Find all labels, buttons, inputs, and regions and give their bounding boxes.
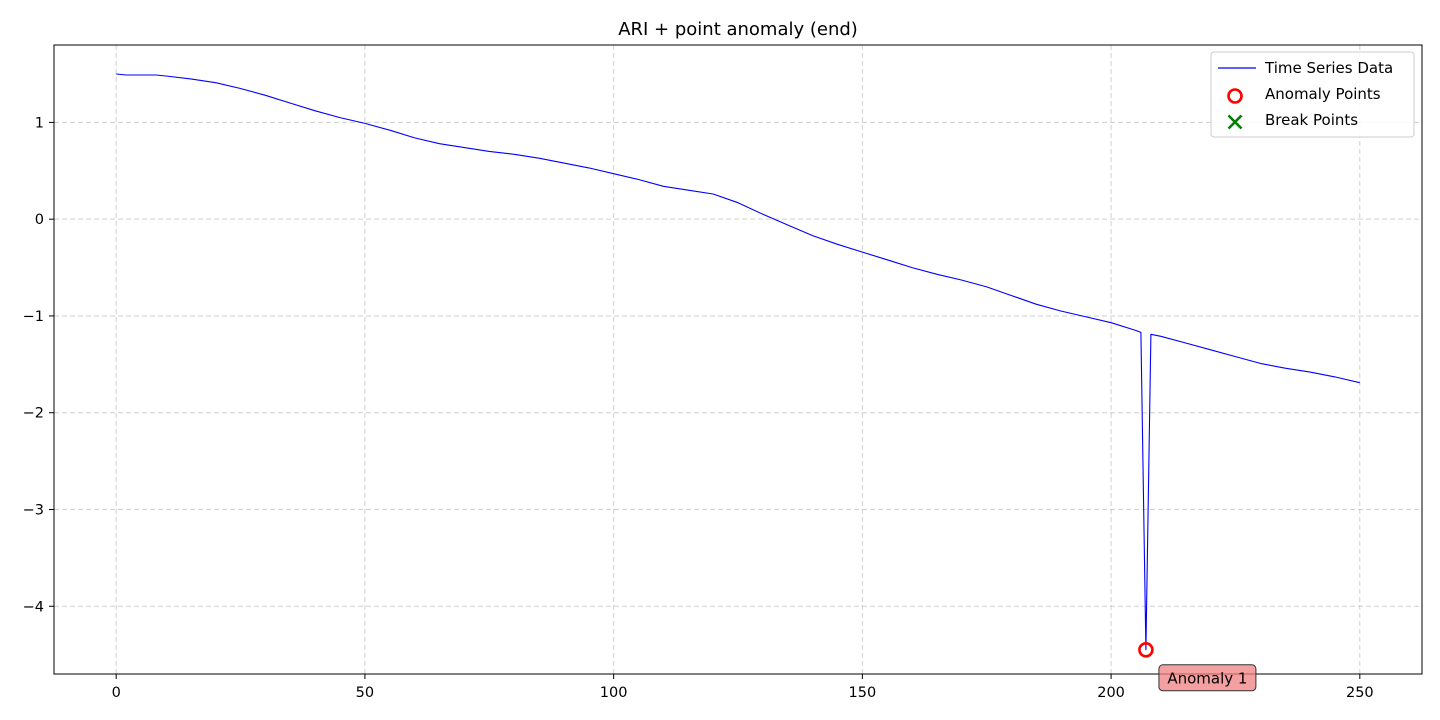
axes-frame: [53, 44, 1423, 675]
anomaly-annotation-box: [1158, 664, 1257, 692]
series-line: [116, 73, 1360, 651]
anomaly-annotation-label: Anomaly 1: [1167, 669, 1247, 687]
legend-label: Break Points: [1265, 111, 1358, 129]
legend-label: Time Series Data: [1264, 59, 1393, 77]
y-tick-label: 1: [35, 115, 44, 131]
y-tick-label: 0: [35, 212, 44, 228]
y-tick-label: −1: [23, 309, 44, 325]
legend-label: Anomaly Points: [1265, 85, 1381, 103]
x-tick-label: 150: [849, 685, 877, 701]
chart-title: ARI + point anomaly (end): [618, 19, 858, 40]
x-tick-label: 0: [112, 685, 121, 701]
legend-circle-marker: [1227, 88, 1243, 104]
x-tick-label: 50: [356, 685, 374, 701]
x-tick-label: 250: [1346, 685, 1374, 701]
y-tick-label: −4: [23, 599, 44, 615]
x-tick-label: 100: [600, 685, 628, 701]
y-tick-label: −2: [23, 406, 44, 422]
y-tick-label: −3: [23, 502, 44, 518]
legend: Time Series Data Anomaly Points Break Poin…: [1210, 51, 1415, 138]
anomaly-point: [1138, 642, 1154, 658]
legend-frame: [1210, 51, 1415, 138]
x-tick-label: 200: [1097, 685, 1125, 701]
plot-area: 0 50 100 150 200 250 1 0 −1 −2 −3 −4 Anomaly 1 Time S…: [23, 44, 1423, 701]
legend-x-marker: [1227, 114, 1243, 130]
